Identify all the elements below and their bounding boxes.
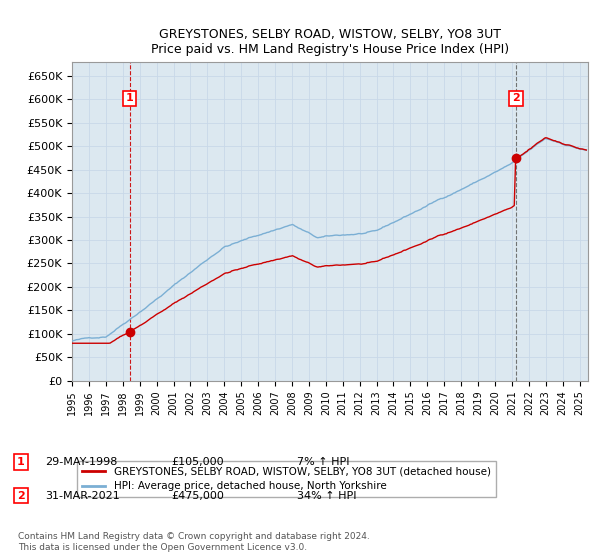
Title: GREYSTONES, SELBY ROAD, WISTOW, SELBY, YO8 3UT
Price paid vs. HM Land Registry's: GREYSTONES, SELBY ROAD, WISTOW, SELBY, Y… [151, 28, 509, 56]
Text: 2: 2 [512, 94, 520, 103]
Text: £475,000: £475,000 [171, 491, 224, 501]
Text: 1: 1 [126, 94, 134, 103]
Text: 7% ↑ HPI: 7% ↑ HPI [297, 457, 349, 467]
Text: 29-MAY-1998: 29-MAY-1998 [45, 457, 118, 467]
Legend: GREYSTONES, SELBY ROAD, WISTOW, SELBY, YO8 3UT (detached house), HPI: Average pr: GREYSTONES, SELBY ROAD, WISTOW, SELBY, Y… [77, 461, 496, 497]
Text: 2: 2 [17, 491, 25, 501]
Text: 1: 1 [17, 457, 25, 467]
Text: 34% ↑ HPI: 34% ↑ HPI [297, 491, 356, 501]
Text: 31-MAR-2021: 31-MAR-2021 [45, 491, 120, 501]
Text: £105,000: £105,000 [171, 457, 224, 467]
Text: Contains HM Land Registry data © Crown copyright and database right 2024.
This d: Contains HM Land Registry data © Crown c… [18, 532, 370, 552]
